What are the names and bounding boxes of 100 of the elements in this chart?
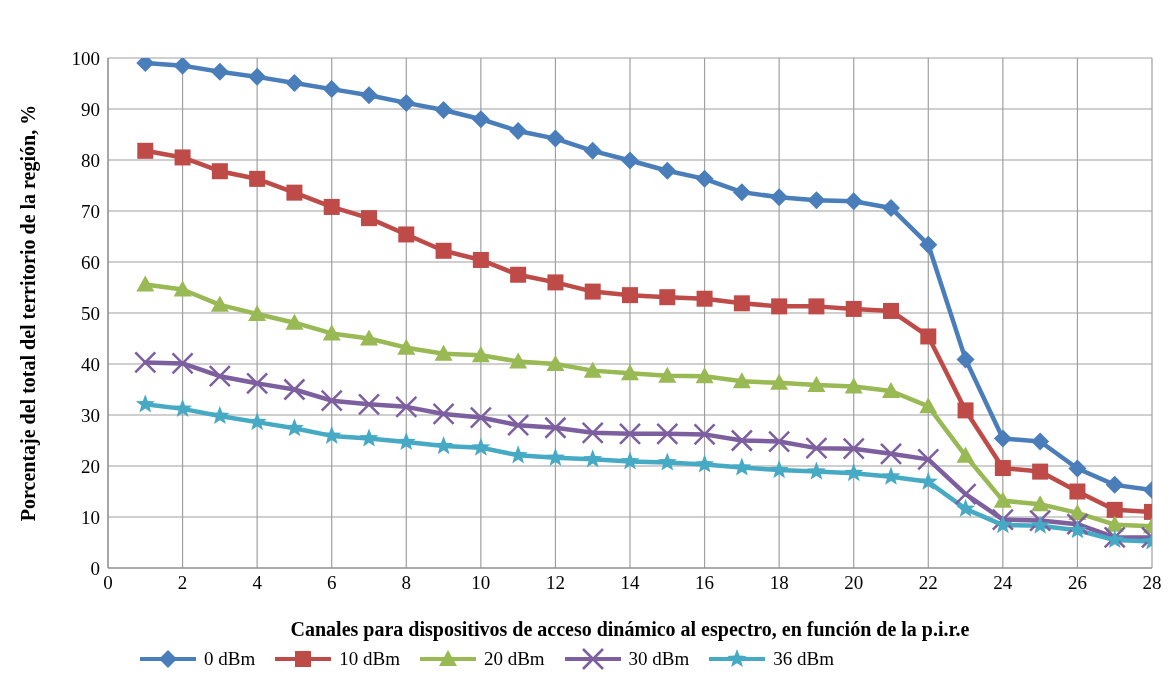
point — [320, 389, 343, 412]
point — [435, 242, 452, 259]
x-tick-label: 28 — [1142, 572, 1162, 594]
point — [581, 421, 604, 445]
y-tick-label: 100 — [71, 47, 100, 69]
point — [286, 184, 303, 201]
point — [323, 198, 340, 215]
point — [659, 289, 676, 306]
point — [696, 290, 713, 307]
point — [432, 402, 455, 426]
point — [730, 429, 754, 452]
point — [506, 413, 530, 437]
point — [210, 406, 230, 425]
point — [620, 451, 640, 470]
point — [806, 461, 826, 480]
point — [211, 163, 228, 180]
point — [472, 251, 489, 268]
point — [954, 482, 977, 506]
point — [732, 372, 751, 389]
point — [991, 508, 1015, 531]
point — [693, 423, 716, 446]
point — [994, 460, 1011, 477]
point — [956, 446, 975, 463]
point — [733, 295, 750, 312]
point — [918, 471, 938, 490]
point — [210, 62, 229, 81]
legend-label: 20 dBm — [483, 648, 545, 670]
x-tick-label: 8 — [401, 572, 412, 594]
point — [322, 324, 341, 341]
point — [545, 447, 565, 466]
point — [1032, 463, 1049, 480]
y-tick-label: 40 — [81, 353, 100, 375]
point — [210, 295, 229, 312]
point — [808, 298, 825, 315]
point — [395, 395, 418, 419]
point — [361, 210, 377, 227]
legend-label: 36 dBm — [773, 648, 835, 670]
point — [398, 226, 415, 243]
point — [1031, 495, 1050, 512]
point — [174, 149, 191, 166]
point — [397, 93, 416, 112]
point — [509, 121, 528, 140]
point — [956, 350, 975, 369]
x-tick-label: 12 — [545, 572, 565, 594]
x-tick-label: 6 — [326, 572, 337, 594]
point — [993, 429, 1012, 448]
point — [695, 169, 714, 188]
x-axis-title: Canales para dispositivos de acceso dinámico al espectro, en función de la p.i.r.e — [290, 618, 970, 641]
x-tick-label: 4 — [252, 572, 263, 594]
point — [920, 328, 937, 345]
point — [173, 58, 192, 75]
y-tick-label: 70 — [81, 200, 100, 222]
point — [396, 432, 416, 451]
x-tick-label: 10 — [471, 572, 491, 594]
y-tick-label: 30 — [81, 404, 100, 426]
point — [770, 373, 789, 390]
point — [919, 397, 938, 414]
point — [359, 428, 379, 447]
x-tick-label: 26 — [1067, 572, 1087, 594]
x-tick-label: 16 — [695, 572, 715, 594]
point — [173, 398, 193, 417]
point — [546, 129, 565, 148]
point — [1067, 520, 1087, 539]
point — [360, 86, 378, 105]
point — [732, 457, 752, 476]
y-tick-label: 50 — [81, 302, 100, 324]
point — [621, 364, 639, 381]
point — [547, 274, 564, 291]
point — [657, 452, 677, 471]
point — [1106, 501, 1123, 518]
point — [1066, 512, 1089, 536]
point — [248, 67, 267, 86]
point — [957, 402, 974, 419]
point — [1069, 483, 1086, 500]
point — [882, 382, 900, 399]
y-tick-label: 90 — [81, 98, 100, 120]
y-axis-title: Porcentaje del total del territorio de la región, % — [17, 104, 41, 522]
x-tick-label: 14 — [620, 572, 640, 594]
point — [844, 463, 864, 482]
point — [883, 302, 899, 319]
point — [769, 460, 789, 479]
point — [245, 372, 269, 395]
point — [807, 191, 826, 210]
point — [732, 183, 751, 202]
legend-label: 0 dBm — [204, 648, 256, 670]
point — [1105, 475, 1124, 494]
point — [434, 344, 453, 361]
y-tick-label: 20 — [81, 455, 100, 477]
point — [283, 378, 306, 401]
y-tick-label: 10 — [81, 506, 100, 528]
point — [993, 515, 1013, 534]
legend-label: 30 dBm — [628, 648, 690, 670]
y-tick-label: 80 — [81, 149, 100, 171]
point — [770, 188, 789, 207]
point — [695, 367, 714, 384]
point — [471, 437, 491, 456]
point — [881, 466, 901, 485]
y-tick-label: 60 — [81, 251, 100, 273]
point — [285, 73, 304, 92]
point — [807, 375, 826, 392]
